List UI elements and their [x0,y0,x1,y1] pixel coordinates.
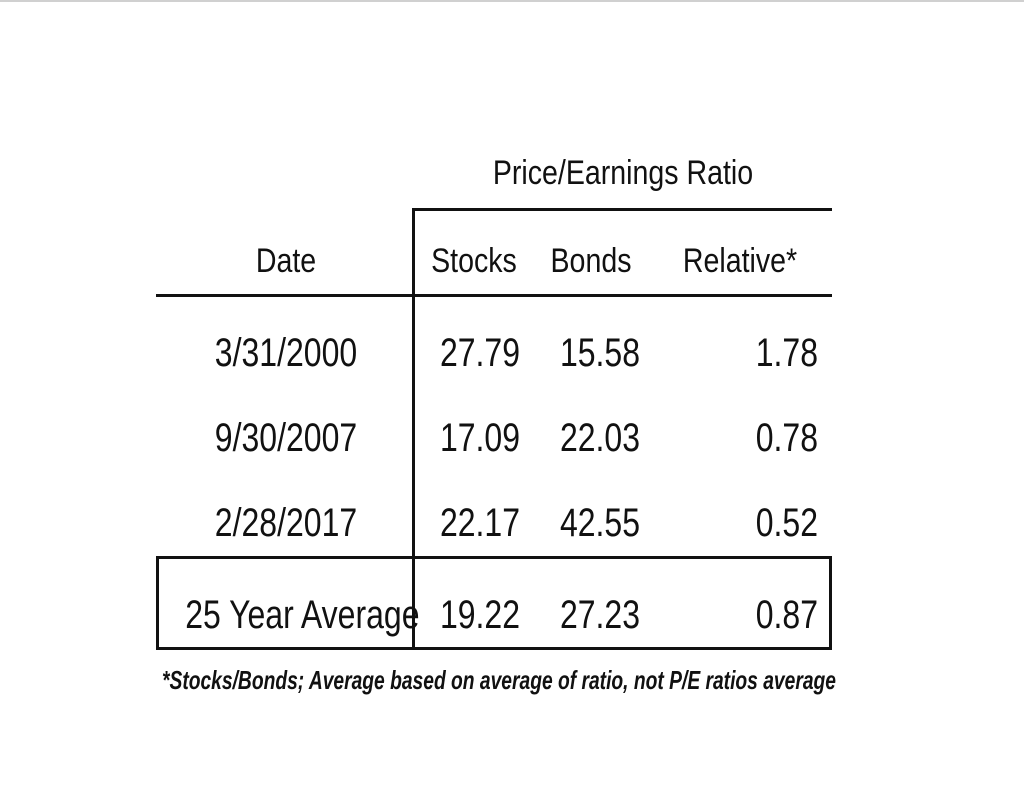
average-box-bottom [156,647,832,650]
average-row-relative: 0.87 [755,593,818,637]
table-row-1-relative: 1.78 [755,331,818,375]
header-bottom-rule [156,294,832,297]
table-row-2-relative: 0.78 [755,416,818,460]
average-row-label: 25 Year Average [185,593,420,637]
table-row-3-relative: 0.52 [755,501,818,545]
column-divider [412,208,415,650]
table-row-1-date: 3/31/2000 [214,331,358,375]
column-header-stocks: Stocks [431,242,517,280]
table-footnote: *Stocks/Bonds; Average based on average … [162,665,836,695]
table-row-2-bonds: 22.03 [559,416,641,460]
column-header-relative: Relative* [682,242,798,280]
group-header-rule [414,208,832,211]
table-row-2-stocks: 17.09 [439,416,521,460]
column-header-bonds: Bonds [550,242,632,280]
average-box-right [829,556,832,650]
table-row-1-stocks: 27.79 [439,331,521,375]
average-row-stocks: 19.22 [439,593,521,637]
average-box-top [156,556,832,559]
top-border [0,0,1024,2]
table-row-3-bonds: 42.55 [559,501,641,545]
table-row-1-bonds: 15.58 [559,331,641,375]
column-header-date: Date [255,242,317,280]
average-box-left [156,556,159,650]
average-row-bonds: 27.23 [559,593,641,637]
group-header: Price/Earnings Ratio [492,154,754,192]
table-row-3-stocks: 22.17 [439,501,521,545]
table-row-2-date: 9/30/2007 [214,416,358,460]
table-row-3-date: 2/28/2017 [214,501,358,545]
